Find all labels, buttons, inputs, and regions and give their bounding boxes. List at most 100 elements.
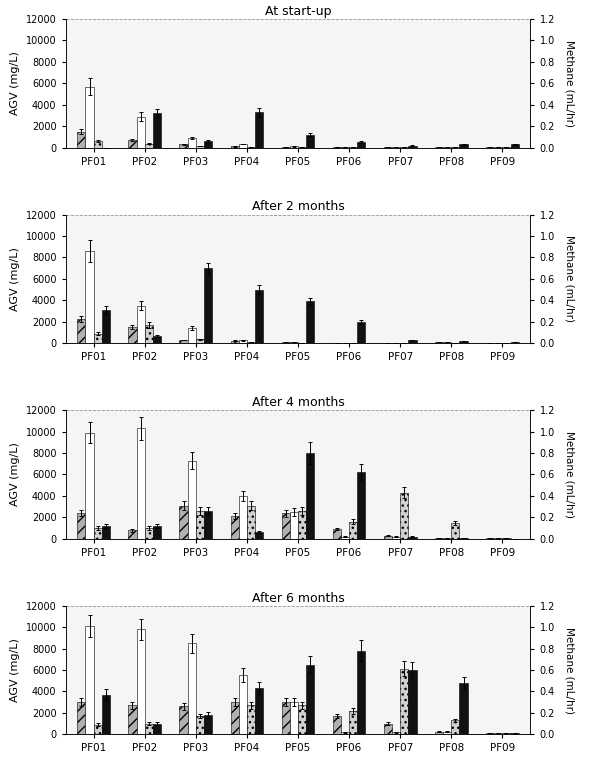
Bar — [357, 651, 365, 734]
Bar — [443, 731, 451, 734]
Bar — [333, 716, 341, 734]
Bar — [188, 643, 196, 734]
Y-axis label: AGV (mg/L): AGV (mg/L) — [10, 247, 20, 310]
Bar — [460, 341, 468, 343]
Bar — [282, 702, 290, 734]
Bar — [85, 87, 94, 148]
Bar — [145, 144, 153, 148]
Bar — [306, 301, 314, 343]
Bar — [408, 340, 417, 343]
Bar — [511, 145, 519, 148]
Bar — [145, 724, 153, 734]
Bar — [153, 526, 161, 539]
Bar — [145, 325, 153, 343]
Bar — [357, 322, 365, 343]
Bar — [94, 142, 102, 148]
Bar — [255, 113, 263, 148]
Bar — [128, 327, 136, 343]
Bar — [145, 528, 153, 539]
Y-axis label: Methane (mL/hr): Methane (mL/hr) — [564, 40, 575, 127]
Bar — [231, 702, 239, 734]
Bar — [460, 538, 468, 539]
Y-axis label: AGV (mg/L): AGV (mg/L) — [10, 443, 20, 506]
Bar — [511, 342, 519, 343]
Bar — [435, 731, 443, 734]
Bar — [94, 333, 102, 343]
Bar — [128, 140, 136, 148]
Bar — [231, 341, 239, 343]
Bar — [188, 460, 196, 539]
Bar — [94, 724, 102, 734]
Bar — [102, 695, 110, 734]
Bar — [502, 538, 511, 539]
Bar — [196, 716, 204, 734]
Bar — [77, 702, 85, 734]
Bar — [349, 521, 357, 539]
Bar — [102, 526, 110, 539]
Bar — [247, 147, 255, 148]
Bar — [231, 516, 239, 539]
Bar — [204, 511, 212, 539]
Bar — [196, 339, 204, 343]
Bar — [408, 537, 417, 539]
Bar — [298, 511, 306, 539]
Bar — [77, 319, 85, 343]
Bar — [435, 538, 443, 539]
Bar — [136, 306, 145, 343]
Bar — [341, 537, 349, 539]
Bar — [290, 512, 298, 539]
Bar — [94, 528, 102, 539]
Bar — [460, 683, 468, 734]
Bar — [282, 147, 290, 148]
Bar — [196, 511, 204, 539]
Bar — [392, 732, 400, 734]
Bar — [85, 433, 94, 539]
Bar — [306, 453, 314, 539]
Bar — [77, 513, 85, 539]
Bar — [255, 688, 263, 734]
Bar — [247, 505, 255, 539]
Bar — [239, 144, 247, 148]
Bar — [333, 529, 341, 539]
Bar — [136, 428, 145, 539]
Bar — [179, 145, 188, 148]
Y-axis label: AGV (mg/L): AGV (mg/L) — [10, 638, 20, 702]
Bar — [357, 142, 365, 148]
Bar — [384, 536, 392, 539]
Bar — [204, 268, 212, 343]
Bar — [282, 513, 290, 539]
Bar — [247, 342, 255, 343]
Bar — [443, 538, 451, 539]
Bar — [255, 533, 263, 539]
Bar — [77, 132, 85, 148]
Bar — [282, 342, 290, 343]
Bar — [306, 664, 314, 734]
Y-axis label: Methane (mL/hr): Methane (mL/hr) — [564, 235, 575, 323]
Title: At start-up: At start-up — [265, 5, 331, 18]
Bar — [136, 116, 145, 148]
Bar — [204, 715, 212, 734]
Bar — [231, 146, 239, 148]
Bar — [306, 135, 314, 148]
Title: After 4 months: After 4 months — [252, 396, 344, 409]
Bar — [239, 496, 247, 539]
Bar — [247, 705, 255, 734]
Y-axis label: Methane (mL/hr): Methane (mL/hr) — [564, 626, 575, 714]
Bar — [460, 145, 468, 148]
Bar — [400, 669, 408, 734]
Bar — [128, 530, 136, 539]
Bar — [153, 336, 161, 343]
Bar — [153, 113, 161, 148]
Bar — [204, 142, 212, 148]
Bar — [188, 328, 196, 343]
Bar — [408, 670, 417, 734]
Bar — [239, 340, 247, 343]
Bar — [451, 523, 460, 539]
Bar — [85, 626, 94, 734]
Bar — [290, 146, 298, 148]
Y-axis label: Methane (mL/hr): Methane (mL/hr) — [564, 431, 575, 518]
Bar — [85, 251, 94, 343]
Bar — [392, 537, 400, 539]
Title: After 2 months: After 2 months — [252, 200, 344, 213]
Bar — [408, 145, 417, 148]
